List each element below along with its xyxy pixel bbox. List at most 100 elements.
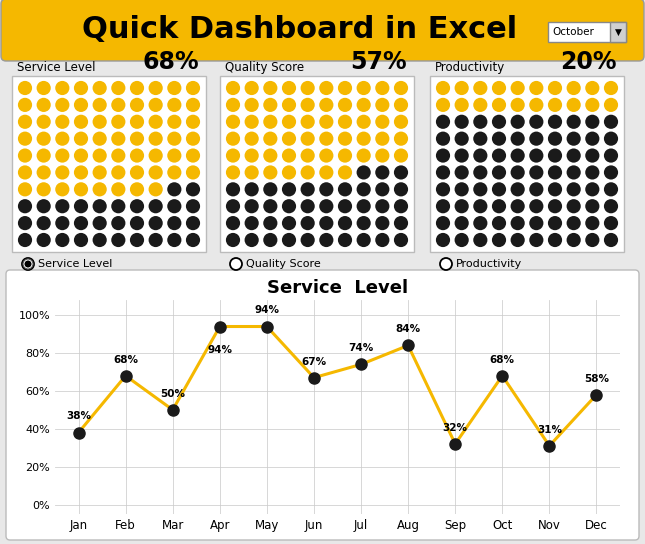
Circle shape (186, 216, 200, 230)
Text: 32%: 32% (442, 423, 468, 433)
Circle shape (148, 115, 163, 129)
Circle shape (548, 233, 562, 247)
Text: 94%: 94% (207, 344, 232, 355)
Circle shape (530, 233, 544, 247)
Circle shape (93, 98, 107, 112)
Circle shape (566, 216, 580, 230)
Text: Quality Score: Quality Score (225, 61, 304, 74)
Circle shape (22, 258, 34, 270)
Circle shape (585, 233, 599, 247)
Text: 68%: 68% (490, 355, 515, 364)
Text: 20%: 20% (561, 50, 617, 74)
Circle shape (338, 233, 352, 247)
Circle shape (186, 132, 200, 146)
Circle shape (167, 98, 181, 112)
Text: 68%: 68% (143, 50, 199, 74)
Circle shape (111, 233, 125, 247)
Circle shape (566, 182, 580, 196)
Circle shape (186, 199, 200, 213)
Circle shape (167, 216, 181, 230)
Circle shape (319, 98, 333, 112)
Circle shape (148, 199, 163, 213)
Circle shape (511, 132, 525, 146)
Circle shape (473, 199, 488, 213)
Circle shape (394, 199, 408, 213)
Circle shape (55, 199, 70, 213)
Circle shape (74, 233, 88, 247)
Circle shape (18, 149, 32, 163)
Circle shape (282, 132, 296, 146)
Circle shape (604, 199, 618, 213)
Circle shape (263, 182, 277, 196)
Circle shape (55, 233, 70, 247)
Circle shape (455, 233, 469, 247)
Circle shape (473, 81, 488, 95)
Circle shape (530, 115, 544, 129)
Circle shape (436, 132, 450, 146)
Circle shape (282, 115, 296, 129)
Circle shape (375, 132, 390, 146)
Text: Quality Score: Quality Score (246, 259, 321, 269)
Circle shape (492, 98, 506, 112)
Circle shape (319, 165, 333, 180)
Circle shape (604, 81, 618, 95)
Circle shape (566, 149, 580, 163)
Circle shape (436, 81, 450, 95)
Circle shape (455, 115, 469, 129)
Text: Productivity: Productivity (435, 61, 505, 74)
Circle shape (319, 182, 333, 196)
Circle shape (338, 132, 352, 146)
Circle shape (148, 165, 163, 180)
Circle shape (111, 149, 125, 163)
Circle shape (473, 149, 488, 163)
Circle shape (130, 165, 144, 180)
Circle shape (492, 132, 506, 146)
Text: Productivity: Productivity (456, 259, 522, 269)
Circle shape (357, 199, 371, 213)
Circle shape (511, 182, 525, 196)
Circle shape (394, 165, 408, 180)
Text: 67%: 67% (301, 356, 326, 367)
Circle shape (604, 165, 618, 180)
Circle shape (226, 115, 240, 129)
Circle shape (93, 233, 107, 247)
Circle shape (167, 132, 181, 146)
Circle shape (585, 182, 599, 196)
Circle shape (375, 165, 390, 180)
Circle shape (74, 165, 88, 180)
Circle shape (585, 199, 599, 213)
Circle shape (394, 81, 408, 95)
Circle shape (436, 98, 450, 112)
Circle shape (111, 81, 125, 95)
Circle shape (111, 115, 125, 129)
Circle shape (319, 132, 333, 146)
Circle shape (37, 165, 51, 180)
Circle shape (93, 149, 107, 163)
Circle shape (37, 216, 51, 230)
Circle shape (263, 81, 277, 95)
Circle shape (301, 182, 315, 196)
Circle shape (18, 182, 32, 196)
Circle shape (93, 81, 107, 95)
Text: 74%: 74% (348, 343, 373, 353)
Circle shape (186, 98, 200, 112)
Circle shape (263, 115, 277, 129)
Circle shape (226, 132, 240, 146)
Circle shape (130, 233, 144, 247)
Circle shape (186, 81, 200, 95)
Circle shape (566, 233, 580, 247)
Circle shape (301, 81, 315, 95)
Circle shape (130, 81, 144, 95)
Circle shape (37, 81, 51, 95)
Circle shape (282, 149, 296, 163)
Circle shape (55, 81, 70, 95)
Circle shape (130, 216, 144, 230)
Circle shape (55, 182, 70, 196)
Circle shape (55, 115, 70, 129)
Circle shape (226, 216, 240, 230)
Circle shape (74, 115, 88, 129)
Circle shape (436, 115, 450, 129)
Circle shape (167, 165, 181, 180)
Text: 38%: 38% (66, 411, 91, 422)
Circle shape (18, 98, 32, 112)
